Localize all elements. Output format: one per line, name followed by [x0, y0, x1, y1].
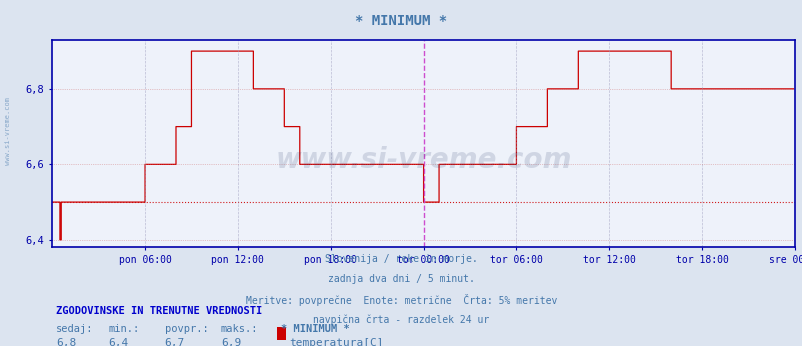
Text: 6,9: 6,9: [221, 338, 241, 346]
Text: min.:: min.:: [108, 324, 140, 334]
Text: zadnja dva dni / 5 minut.: zadnja dva dni / 5 minut.: [328, 274, 474, 284]
Text: temperatura[C]: temperatura[C]: [289, 338, 383, 346]
Text: maks.:: maks.:: [221, 324, 258, 334]
Text: 6,4: 6,4: [108, 338, 128, 346]
Text: 6,7: 6,7: [164, 338, 184, 346]
Text: navpična črta - razdelek 24 ur: navpična črta - razdelek 24 ur: [313, 315, 489, 325]
Text: * MINIMUM *: * MINIMUM *: [355, 14, 447, 28]
Text: ZGODOVINSKE IN TRENUTNE VREDNOSTI: ZGODOVINSKE IN TRENUTNE VREDNOSTI: [56, 306, 262, 316]
Text: sedaj:: sedaj:: [56, 324, 94, 334]
Text: www.si-vreme.com: www.si-vreme.com: [275, 146, 571, 174]
Text: Slovenija / reke in morje.: Slovenija / reke in morje.: [325, 254, 477, 264]
Text: povpr.:: povpr.:: [164, 324, 208, 334]
Text: * MINIMUM *: * MINIMUM *: [281, 324, 350, 334]
Text: 6,8: 6,8: [56, 338, 76, 346]
Text: Meritve: povprečne  Enote: metrične  Črta: 5% meritev: Meritve: povprečne Enote: metrične Črta:…: [245, 294, 557, 307]
Text: www.si-vreme.com: www.si-vreme.com: [5, 98, 10, 165]
